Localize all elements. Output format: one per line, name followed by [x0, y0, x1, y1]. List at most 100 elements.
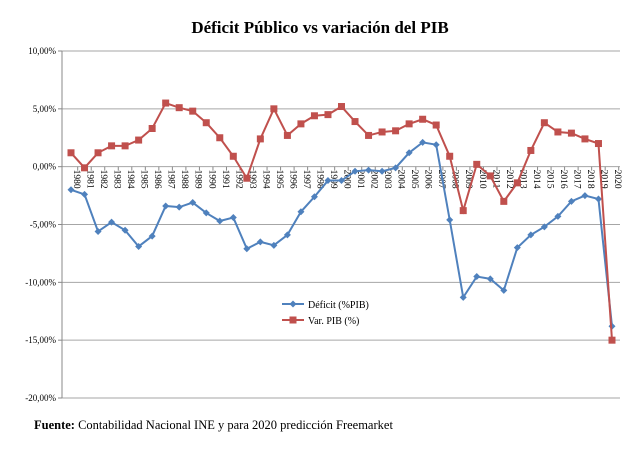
- data-point-deficit: [338, 177, 345, 185]
- data-point-gdp: [405, 120, 413, 128]
- data-point-gdp: [338, 103, 345, 111]
- data-point-deficit: [67, 186, 75, 194]
- x-tick-label: 2000: [342, 170, 352, 189]
- x-tick-label: 1986: [152, 170, 162, 189]
- data-point-deficit: [473, 273, 481, 281]
- data-point-gdp: [162, 99, 170, 107]
- data-point-gdp: [270, 105, 278, 113]
- legend-marker-gdp: [289, 316, 297, 324]
- x-tick-label: 2006: [423, 170, 433, 189]
- data-point-gdp: [67, 149, 75, 157]
- x-tick-label: 2002: [369, 170, 379, 189]
- x-tick-label: 2011: [490, 170, 500, 189]
- data-point-gdp: [310, 112, 318, 120]
- data-point-deficit: [527, 231, 535, 239]
- x-tick-label: 1981: [85, 170, 95, 189]
- legend-label: Var. PIB (%): [308, 316, 359, 327]
- data-point-gdp: [94, 149, 102, 157]
- data-point-gdp: [378, 128, 386, 136]
- x-tick-label: 2003: [382, 170, 392, 189]
- x-tick-label: 1994: [260, 170, 270, 189]
- data-point-gdp: [567, 129, 575, 137]
- data-point-deficit: [365, 166, 373, 174]
- x-tick-label: 1990: [206, 170, 216, 189]
- data-point-gdp: [392, 127, 400, 135]
- chart-title: Déficit Público vs variación del PIB: [191, 18, 449, 37]
- x-tick-label: 2016: [558, 170, 568, 189]
- data-point-deficit: [216, 217, 224, 225]
- y-tick-label: -5,00%: [30, 220, 57, 230]
- x-tick-label: 2005: [409, 170, 419, 189]
- x-tick-label: 2020: [612, 170, 622, 189]
- data-point-gdp: [446, 152, 454, 160]
- x-tick-label: 1992: [233, 170, 243, 189]
- y-tick-label: 10,00%: [28, 46, 56, 56]
- data-point-deficit: [540, 223, 548, 231]
- x-tick-label: 2009: [463, 170, 473, 189]
- x-tick-label: 2001: [355, 170, 365, 189]
- data-point-deficit: [351, 167, 359, 175]
- data-point-gdp: [81, 164, 89, 172]
- data-point-gdp: [175, 104, 183, 112]
- data-point-gdp: [554, 128, 562, 136]
- data-point-deficit: [432, 141, 440, 149]
- x-tick-label: 1987: [166, 170, 176, 189]
- data-point-gdp: [513, 179, 521, 187]
- data-point-deficit: [486, 275, 494, 283]
- x-tick-label: 1984: [125, 170, 135, 189]
- data-point-gdp: [135, 136, 143, 144]
- data-point-deficit: [500, 286, 508, 294]
- data-point-deficit: [121, 226, 129, 234]
- data-point-deficit: [148, 232, 156, 240]
- data-point-gdp: [365, 131, 373, 139]
- data-point-gdp: [500, 197, 508, 205]
- data-point-gdp: [608, 336, 616, 344]
- data-point-deficit: [270, 241, 278, 249]
- y-tick-label: -10,00%: [25, 277, 56, 287]
- x-tick-label: 2010: [477, 170, 487, 189]
- data-point-gdp: [540, 119, 548, 127]
- data-point-gdp: [297, 120, 305, 128]
- data-point-gdp: [351, 118, 359, 126]
- data-point-gdp: [121, 142, 129, 150]
- data-point-deficit: [256, 238, 264, 246]
- x-tick-label: 1997: [301, 170, 311, 189]
- x-tick-label: 1993: [247, 170, 257, 189]
- legend-label: Déficit (%PIB): [308, 300, 369, 311]
- data-point-deficit: [229, 214, 237, 222]
- data-point-deficit: [202, 209, 210, 217]
- data-point-deficit: [297, 208, 305, 216]
- data-point-gdp: [324, 111, 332, 119]
- data-point-gdp: [243, 174, 251, 182]
- x-tick-label: 1996: [287, 170, 297, 189]
- data-point-deficit: [446, 216, 454, 224]
- data-point-deficit: [594, 195, 602, 203]
- data-point-gdp: [216, 134, 224, 142]
- data-point-deficit: [175, 203, 183, 211]
- x-tick-label: 2014: [531, 170, 541, 189]
- data-point-gdp: [459, 207, 467, 215]
- data-point-deficit: [162, 202, 170, 210]
- data-point-deficit: [554, 212, 562, 220]
- data-point-gdp: [202, 119, 210, 127]
- data-point-deficit: [310, 193, 318, 201]
- source-text: Contabilidad Nacional INE y para 2020 pr…: [74, 418, 393, 432]
- y-tick-label: -15,00%: [25, 335, 56, 345]
- data-point-deficit: [378, 167, 386, 175]
- x-tick-label: 2012: [504, 170, 514, 189]
- data-point-deficit: [108, 218, 116, 226]
- x-tick-label: 1980: [71, 170, 81, 189]
- x-tick-label: 2015: [544, 170, 554, 189]
- x-tick-label: 2017: [571, 170, 581, 189]
- y-tick-label: 0,00%: [33, 162, 57, 172]
- data-point-gdp: [189, 107, 197, 115]
- x-tick-label: 2004: [396, 170, 406, 189]
- data-point-deficit: [94, 227, 102, 235]
- source-label: Fuente:: [34, 418, 75, 432]
- source-note: Fuente: Contabilidad Nacional INE y para…: [34, 418, 393, 433]
- y-tick-label: 5,00%: [33, 104, 57, 114]
- x-tick-label: 2013: [517, 170, 527, 189]
- data-point-deficit: [243, 245, 251, 253]
- data-point-deficit: [513, 244, 521, 252]
